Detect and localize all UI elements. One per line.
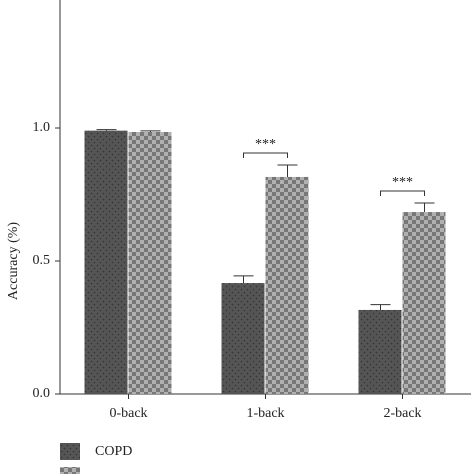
x-tick-label: 2-back <box>383 406 421 421</box>
error-bar <box>140 130 161 132</box>
bar <box>128 131 172 395</box>
bar <box>221 283 265 394</box>
significance-label: *** <box>255 137 276 152</box>
legend-swatch <box>60 443 80 460</box>
y-tick-label: 1.0 <box>33 120 51 135</box>
bar <box>265 176 309 394</box>
significance-bracket <box>243 152 288 158</box>
y-tick-label: 0.5 <box>33 253 51 268</box>
significance-bracket <box>380 190 425 197</box>
error-bar <box>96 129 117 131</box>
legend-swatch <box>60 467 80 474</box>
error-bar <box>233 275 254 284</box>
error-bar <box>370 304 391 310</box>
bar <box>402 212 446 394</box>
significance-label: *** <box>392 175 413 190</box>
x-tick-label: 0-back <box>109 406 147 421</box>
y-tick-label: 0.0 <box>33 386 51 401</box>
error-bar <box>414 202 435 213</box>
bar <box>358 309 402 394</box>
error-bar <box>277 164 298 177</box>
legend-label: COPD <box>95 444 132 459</box>
y-axis-label: Accuracy (%) <box>6 222 21 300</box>
bar <box>84 130 128 394</box>
x-tick-label: 1-back <box>246 406 284 421</box>
